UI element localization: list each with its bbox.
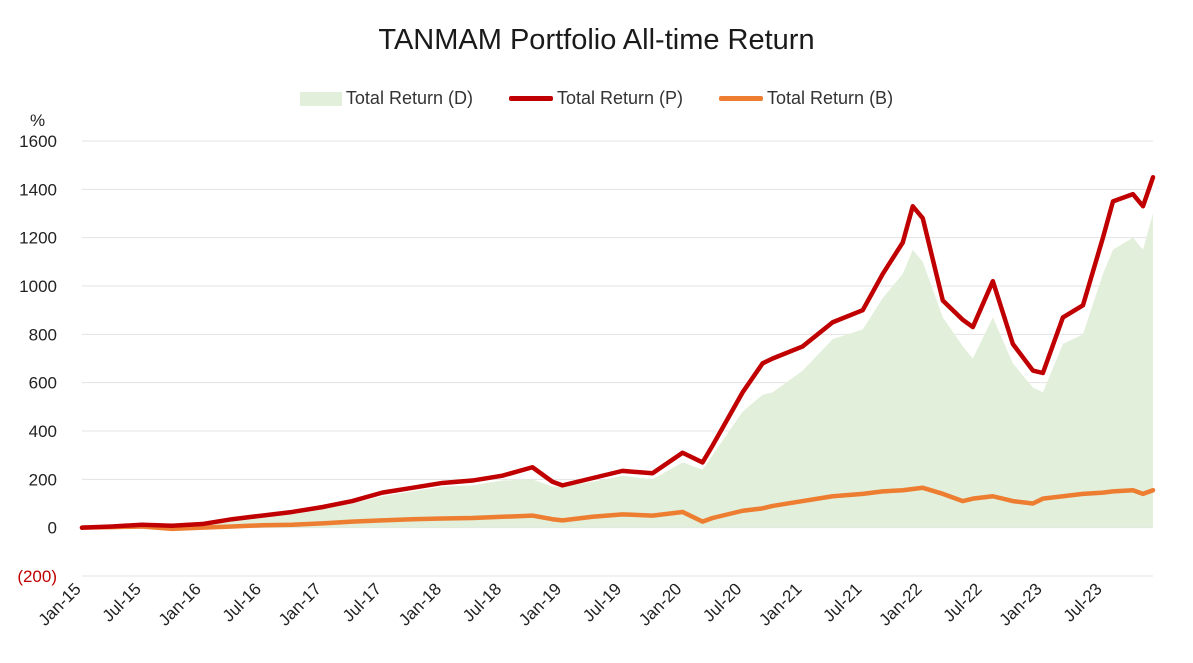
x-tick-label: Jul-17 [339,579,385,625]
x-tick-label: Jul-23 [1060,579,1106,625]
series-area-d [82,213,1153,528]
x-tick-label: Jan-20 [635,579,685,629]
legend-item-b: Total Return (B) [719,88,893,109]
y-tick-label: 1400 [19,180,57,199]
x-tick-label: Jan-15 [35,579,85,629]
x-tick-label: Jul-19 [579,579,625,625]
x-tick-label: Jan-21 [755,579,805,629]
x-tick-label: Jan-17 [275,579,325,629]
x-tick-label: Jul-16 [219,579,265,625]
legend-label-p: Total Return (P) [556,88,684,108]
x-tick-label: Jan-16 [155,579,205,629]
x-tick-label: Jul-18 [459,579,505,625]
x-tick-label: Jan-23 [996,579,1046,629]
legend-swatch-p [508,96,553,101]
legend-label-d: Total Return (D) [345,88,473,108]
x-tick-label: Jul-20 [699,579,745,625]
y-tick-label: (200) [17,567,57,586]
y-tick-label: 400 [29,422,57,441]
series-line-p [79,175,1156,530]
legend-item-p: Total Return (P) [508,88,684,109]
x-tick-label: Jan-22 [875,579,925,629]
y-tick-label: 1200 [19,229,57,248]
x-tick-label: Jan-19 [515,579,565,629]
y-tick-label: 1000 [19,277,57,296]
x-tick-label: Jul-22 [939,579,985,625]
y-tick-label: 800 [29,325,57,344]
legend-swatch-b [719,96,764,101]
legend: Total Return (D) Total Return (P) Total … [0,88,1193,109]
y-tick-label: 600 [29,374,57,393]
legend-swatch-d [299,91,342,106]
legend-label-b: Total Return (B) [767,88,894,108]
x-tick-label: Jul-21 [819,579,865,625]
y-tick-label: 1600 [19,132,57,151]
x-tick-label: Jan-18 [395,579,445,629]
x-tick-label: Jul-15 [99,579,145,625]
y-tick-label: 0 [48,519,57,538]
series-line-b [79,485,1156,532]
y-axis-unit: % [30,111,46,130]
legend-item-d: Total Return (D) [299,88,473,109]
chart-title: TANMAM Portfolio All-time Return [378,24,815,56]
y-tick-label: 200 [29,470,57,489]
